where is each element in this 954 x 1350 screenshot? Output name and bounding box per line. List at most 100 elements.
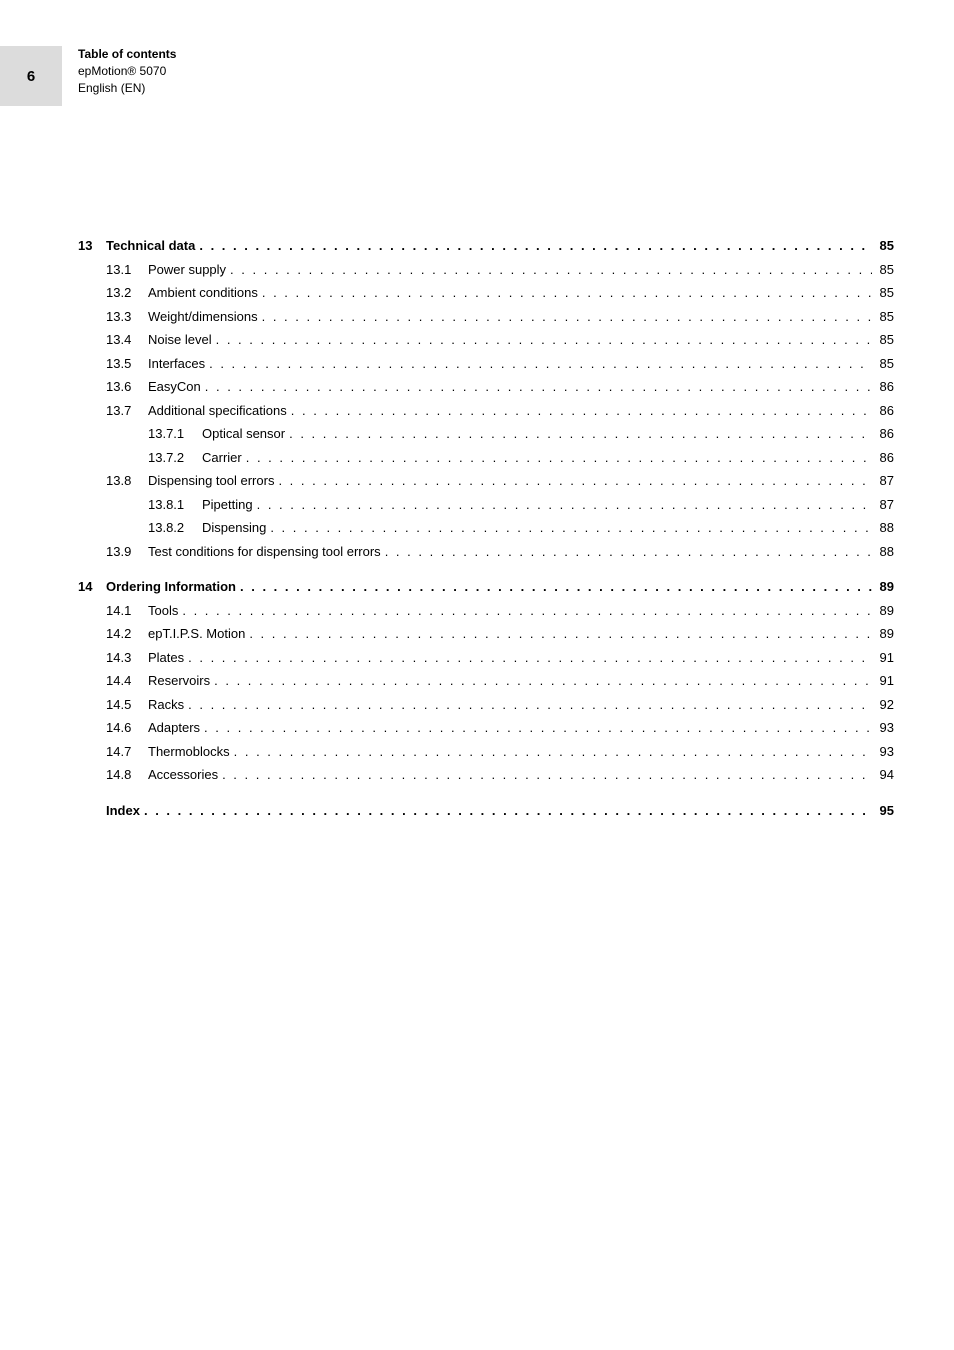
toc-number: 13.6: [106, 377, 148, 397]
toc-entry: 13.5Interfaces. . . . . . . . . . . . . …: [78, 354, 894, 374]
page-tab: 6: [0, 46, 62, 106]
header-model: epMotion® 5070: [78, 63, 176, 80]
toc-page: 85: [872, 283, 894, 303]
toc-entry: 13.8Dispensing tool errors. . . . . . . …: [78, 471, 894, 491]
toc-number: 13: [78, 236, 106, 256]
toc-title: Additional specifications: [148, 401, 287, 421]
toc-entry: 13.1Power supply. . . . . . . . . . . . …: [78, 260, 894, 280]
toc-title: Weight/dimensions: [148, 307, 258, 327]
toc-title: Technical data: [106, 236, 195, 256]
toc-title: Dispensing tool errors: [148, 471, 274, 491]
toc-number: 14.5: [106, 695, 148, 715]
toc-entry: 14Ordering Information. . . . . . . . . …: [78, 577, 894, 597]
toc-number: 14.4: [106, 671, 148, 691]
toc-page: 88: [872, 542, 894, 562]
toc-number: 14.1: [106, 601, 148, 621]
toc-number: 13.8: [106, 471, 148, 491]
toc-title: Interfaces: [148, 354, 205, 374]
toc-title: Power supply: [148, 260, 226, 280]
toc-title: EasyCon: [148, 377, 201, 397]
toc-page: 91: [872, 671, 894, 691]
toc-number: 14.2: [106, 624, 148, 644]
toc-entry: 14.8Accessories. . . . . . . . . . . . .…: [78, 765, 894, 785]
toc-entry: 14.7Thermoblocks. . . . . . . . . . . . …: [78, 742, 894, 762]
toc-title: Ambient conditions: [148, 283, 258, 303]
toc-page: 89: [872, 624, 894, 644]
toc-page: 94: [872, 765, 894, 785]
toc-entry: 13.9Test conditions for dispensing tool …: [78, 542, 894, 562]
toc-dots: . . . . . . . . . . . . . . . . . . . . …: [245, 624, 872, 644]
toc-dots: . . . . . . . . . . . . . . . . . . . . …: [226, 260, 872, 280]
toc-dots: . . . . . . . . . . . . . . . . . . . . …: [258, 283, 872, 303]
toc-number: 14: [78, 577, 106, 597]
toc-title: Adapters: [148, 718, 200, 738]
toc-dots: . . . . . . . . . . . . . . . . . . . . …: [253, 495, 872, 515]
toc-number: 13.9: [106, 542, 148, 562]
toc-entry: 13.7.2Carrier. . . . . . . . . . . . . .…: [78, 448, 894, 468]
toc-entry: 13.6EasyCon. . . . . . . . . . . . . . .…: [78, 377, 894, 397]
toc-entry: 14.1Tools. . . . . . . . . . . . . . . .…: [78, 601, 894, 621]
toc-number: 14.3: [106, 648, 148, 668]
toc-dots: . . . . . . . . . . . . . . . . . . . . …: [285, 424, 872, 444]
toc-page: 87: [872, 471, 894, 491]
toc-title: epT.I.P.S. Motion: [148, 624, 245, 644]
toc-entry: 14.2epT.I.P.S. Motion. . . . . . . . . .…: [78, 624, 894, 644]
toc-title: Index: [106, 801, 140, 821]
toc-number: 14.7: [106, 742, 148, 762]
toc-entry: 13.7Additional specifications. . . . . .…: [78, 401, 894, 421]
toc-page: 85: [872, 260, 894, 280]
toc-number: 13.8.2: [148, 518, 202, 538]
toc-dots: . . . . . . . . . . . . . . . . . . . . …: [205, 354, 872, 374]
toc-page: 93: [872, 742, 894, 762]
toc-number: 13.7: [106, 401, 148, 421]
toc-title: Plates: [148, 648, 184, 668]
toc-dots: . . . . . . . . . . . . . . . . . . . . …: [242, 448, 872, 468]
toc-number: 13.1: [106, 260, 148, 280]
toc-number: 14.6: [106, 718, 148, 738]
toc-dots: . . . . . . . . . . . . . . . . . . . . …: [381, 542, 872, 562]
toc-page: 87: [872, 495, 894, 515]
toc-dots: . . . . . . . . . . . . . . . . . . . . …: [184, 648, 872, 668]
toc-dots: . . . . . . . . . . . . . . . . . . . . …: [266, 518, 872, 538]
toc-dots: . . . . . . . . . . . . . . . . . . . . …: [200, 718, 872, 738]
toc-title: Dispensing: [202, 518, 266, 538]
toc-title: Noise level: [148, 330, 212, 350]
toc-entry: 13.7.1Optical sensor. . . . . . . . . . …: [78, 424, 894, 444]
toc-number: 13.2: [106, 283, 148, 303]
toc-page: 85: [872, 354, 894, 374]
toc-page: 88: [872, 518, 894, 538]
toc-number: 13.4: [106, 330, 148, 350]
toc-dots: . . . . . . . . . . . . . . . . . . . . …: [218, 765, 872, 785]
toc-page: 91: [872, 648, 894, 668]
toc-number: 13.3: [106, 307, 148, 327]
toc-title: Reservoirs: [148, 671, 210, 691]
toc-number: 13.7.1: [148, 424, 202, 444]
toc-page: 92: [872, 695, 894, 715]
toc-entry: 13.8.2Dispensing. . . . . . . . . . . . …: [78, 518, 894, 538]
toc-dots: . . . . . . . . . . . . . . . . . . . . …: [210, 671, 872, 691]
toc-entry: 13.3Weight/dimensions. . . . . . . . . .…: [78, 307, 894, 327]
toc-title: Carrier: [202, 448, 242, 468]
toc-page: 89: [872, 601, 894, 621]
page-number: 6: [27, 68, 35, 85]
toc-dots: . . . . . . . . . . . . . . . . . . . . …: [140, 801, 872, 821]
toc-title: Optical sensor: [202, 424, 285, 444]
toc-entry: 13.2Ambient conditions. . . . . . . . . …: [78, 283, 894, 303]
table-of-contents: 13Technical data . . . . . . . . . . . . …: [78, 236, 894, 824]
toc-entry: 13.8.1Pipetting. . . . . . . . . . . . .…: [78, 495, 894, 515]
toc-dots: . . . . . . . . . . . . . . . . . . . . …: [178, 601, 872, 621]
toc-number: 14.8: [106, 765, 148, 785]
toc-title: Thermoblocks: [148, 742, 230, 762]
header-lang: English (EN): [78, 80, 176, 97]
section-gap: [78, 789, 894, 801]
toc-dots: . . . . . . . . . . . . . . . . . . . . …: [274, 471, 872, 491]
toc-entry: 14.4Reservoirs. . . . . . . . . . . . . …: [78, 671, 894, 691]
toc-title: Tools: [148, 601, 178, 621]
toc-page: 85: [872, 236, 894, 256]
toc-entry: 14.6Adapters. . . . . . . . . . . . . . …: [78, 718, 894, 738]
section-gap: [78, 565, 894, 577]
toc-dots: . . . . . . . . . . . . . . . . . . . . …: [287, 401, 872, 421]
toc-title: Accessories: [148, 765, 218, 785]
toc-page: 85: [872, 330, 894, 350]
toc-page: 86: [872, 377, 894, 397]
